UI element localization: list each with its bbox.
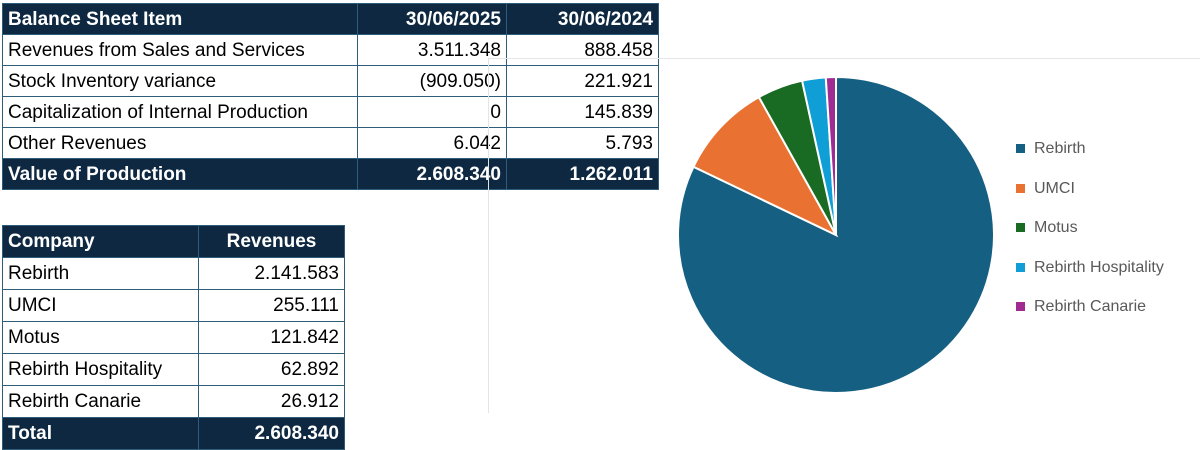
legend-label: UMCI	[1034, 179, 1075, 197]
company-name: UMCI	[2, 289, 199, 322]
cell-value: 3.511.348	[357, 34, 507, 66]
legend-item: Rebirth	[1016, 140, 1164, 180]
table-total-row: Total 2.608.340	[2, 417, 345, 450]
column-header: Company	[2, 225, 199, 258]
balance-sheet-table: Balance Sheet Item 30/06/2025 30/06/2024…	[2, 3, 659, 190]
legend-item: Motus	[1016, 219, 1164, 259]
company-revenue: 2.141.583	[198, 257, 345, 290]
table-row: Rebirth Hospitality 62.892	[2, 353, 345, 386]
cell-value: 0	[357, 96, 507, 128]
company-name: Motus	[2, 321, 199, 354]
company-revenues-table: Company Revenues Rebirth 2.141.583 UMCI …	[2, 225, 345, 450]
table-header-row: Balance Sheet Item 30/06/2025 30/06/2024	[2, 3, 659, 35]
legend-swatch	[1016, 144, 1025, 153]
pie-slice-rebirth-canarie	[824, 75, 837, 236]
company-revenue: 121.842	[198, 321, 345, 354]
total-label: Total	[2, 417, 199, 450]
company-name: Rebirth Hospitality	[2, 353, 199, 386]
legend-item: UMCI	[1016, 180, 1164, 220]
legend-swatch	[1016, 262, 1025, 272]
cell-value: (909.050)	[357, 65, 507, 97]
column-header: Revenues	[198, 225, 345, 258]
chart-area	[488, 58, 1200, 413]
table-row: Stock Inventory variance (909.050) 221.9…	[2, 65, 659, 97]
pie-slice-umci	[692, 95, 839, 238]
cell-value: 888.458	[506, 34, 659, 66]
column-header: Balance Sheet Item	[2, 3, 358, 35]
table-row: Other Revenues 6.042 5.793	[2, 127, 659, 159]
chart-legend: Rebirth UMCI Motus Rebirth Hospitality Rebir…	[1016, 140, 1164, 338]
pie-slice-rebirth	[677, 75, 995, 394]
table-row: Revenues from Sales and Services 3.511.3…	[2, 34, 659, 66]
row-label: Revenues from Sales and Services	[2, 34, 358, 66]
legend-swatch	[1016, 302, 1025, 311]
total-value: 2.608.340	[357, 158, 507, 190]
total-value: 1.262.011	[506, 158, 659, 190]
legend-item: Rebirth Hospitality	[1016, 259, 1164, 299]
total-value: 2.608.340	[198, 417, 345, 450]
legend-item: Rebirth Canarie	[1016, 298, 1164, 338]
legend-swatch	[1016, 183, 1025, 193]
legend-label: Motus	[1034, 219, 1078, 236]
legend-swatch	[1016, 223, 1025, 232]
table-header-row: Company Revenues	[2, 225, 345, 258]
row-label: Capitalization of Internal Production	[2, 96, 358, 128]
total-label: Value of Production	[2, 158, 358, 190]
table-row: Motus 121.842	[2, 321, 345, 354]
cell-value: 5.793	[506, 127, 659, 159]
row-label: Other Revenues	[2, 127, 358, 159]
cell-value: 221.921	[506, 65, 659, 97]
legend-label: Rebirth	[1034, 140, 1086, 157]
legend-label: Rebirth Canarie	[1034, 298, 1147, 315]
legend-label: Rebirth Hospitality	[1034, 258, 1164, 276]
table-total-row: Value of Production 2.608.340 1.262.011	[2, 158, 659, 190]
